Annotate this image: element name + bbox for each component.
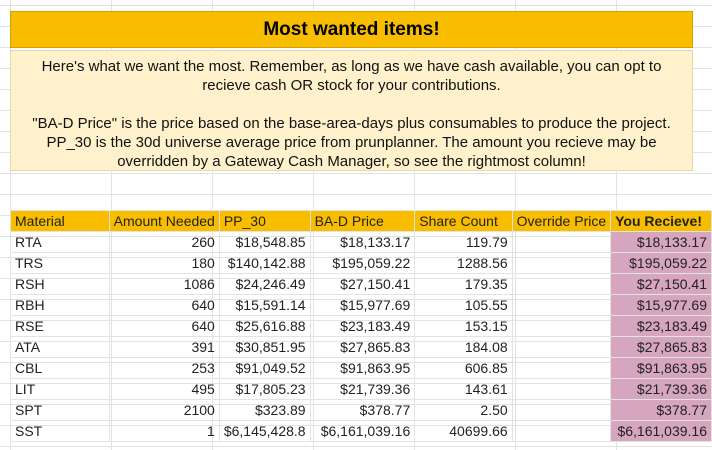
cell-share-count[interactable]: 143.61 [414, 378, 513, 400]
header-cell-share-count[interactable]: Share Count [414, 210, 513, 232]
cell-you-recieve[interactable]: $21,739.36 [610, 378, 712, 400]
intro-cell[interactable]: Here's what we want the most. Remember, … [10, 50, 693, 171]
cell-you-recieve[interactable]: $18,133.17 [610, 231, 712, 253]
cell-amount-needed[interactable]: 1 [108, 420, 220, 442]
cell-material[interactable]: ATA [10, 336, 110, 358]
cell-amount-needed[interactable]: 253 [108, 357, 220, 379]
cell-amount-needed[interactable]: 2100 [108, 399, 220, 421]
cell-material[interactable]: SPT [10, 399, 110, 421]
cell-pp30[interactable]: $6,145,428.8 [218, 420, 311, 442]
title-cell[interactable]: Most wanted items! [10, 11, 693, 48]
cell-material[interactable]: RSE [10, 315, 110, 337]
cell-you-recieve[interactable]: $27,150.41 [610, 273, 712, 295]
cell-material[interactable]: CBL [10, 357, 110, 379]
cell-pp30[interactable]: $24,246.49 [218, 273, 311, 295]
cell-you-recieve[interactable]: $195,059.22 [610, 252, 712, 274]
cell-bad-price[interactable]: $378.77 [309, 399, 416, 421]
table-row: CBL 253 $91,049.52 $91,863.95 606.85 $91,863.… [10, 357, 712, 379]
table-row: RTA 260 $18,548.85 $18,133.17 119.79 $18,133.… [10, 231, 712, 253]
cell-pp30[interactable]: $25,616.88 [218, 315, 311, 337]
cell-override-price[interactable] [511, 273, 612, 295]
cell-amount-needed[interactable]: 640 [108, 315, 220, 337]
cell-amount-needed[interactable]: 640 [108, 294, 220, 316]
header-cell-material[interactable]: Material [10, 210, 110, 232]
cell-override-price[interactable] [511, 357, 612, 379]
cell-share-count[interactable]: 184.08 [414, 336, 513, 358]
cell-pp30[interactable]: $15,591.14 [218, 294, 311, 316]
cell-amount-needed[interactable]: 260 [108, 231, 220, 253]
table-row: RBH 640 $15,591.14 $15,977.69 105.55 $15,977.… [10, 294, 712, 316]
header-cell-amount-needed[interactable]: Amount Needed [108, 210, 220, 232]
cell-pp30[interactable]: $91,049.52 [218, 357, 311, 379]
cell-override-price[interactable] [511, 231, 612, 253]
table-row: RSE 640 $25,616.88 $23,183.49 153.15 $23,183.… [10, 315, 712, 337]
cell-override-price[interactable] [511, 252, 612, 274]
cell-share-count[interactable]: 153.15 [414, 315, 513, 337]
cell-amount-needed[interactable]: 495 [108, 378, 220, 400]
cell-share-count[interactable]: 105.55 [414, 294, 513, 316]
intro-paragraph-2: "BA-D Price" is the price based on the b… [32, 115, 671, 170]
cell-share-count[interactable]: 2.50 [414, 399, 513, 421]
cell-pp30[interactable]: $323.89 [218, 399, 311, 421]
cell-you-recieve[interactable]: $23,183.49 [610, 315, 712, 337]
cell-bad-price[interactable]: $6,161,039.16 [309, 420, 416, 442]
header-cell-override-price[interactable]: Override Price [511, 210, 612, 232]
cell-override-price[interactable] [511, 315, 612, 337]
table-row: TRS 180 $140,142.88 $195,059.22 1288.56 $195,… [10, 252, 712, 274]
header-cell-pp30[interactable]: PP_30 [218, 210, 311, 232]
cell-amount-needed[interactable]: 1086 [108, 273, 220, 295]
cell-amount-needed[interactable]: 180 [108, 252, 220, 274]
cell-share-count[interactable]: 606.85 [414, 357, 513, 379]
cell-bad-price[interactable]: $27,150.41 [309, 273, 416, 295]
cell-share-count[interactable]: 119.79 [414, 231, 513, 253]
cell-bad-price[interactable]: $195,059.22 [309, 252, 416, 274]
cell-amount-needed[interactable]: 391 [108, 336, 220, 358]
cell-override-price[interactable] [511, 378, 612, 400]
cell-bad-price[interactable]: $15,977.69 [309, 294, 416, 316]
cell-pp30[interactable]: $17,805.23 [218, 378, 311, 400]
cell-share-count[interactable]: 40699.66 [414, 420, 513, 442]
cell-bad-price[interactable]: $21,739.36 [309, 378, 416, 400]
cell-bad-price[interactable]: $18,133.17 [309, 231, 416, 253]
cell-material[interactable]: RSH [10, 273, 110, 295]
cell-you-recieve[interactable]: $27,865.83 [610, 336, 712, 358]
table-row: SPT 2100 $323.89 $378.77 2.50 $378.77 [10, 399, 712, 421]
intro-paragraph-1: Here's what we want the most. Remember, … [41, 58, 662, 94]
cell-pp30[interactable]: $30,851.95 [218, 336, 311, 358]
cell-material[interactable]: RTA [10, 231, 110, 253]
cell-you-recieve[interactable]: $378.77 [610, 399, 712, 421]
cell-you-recieve[interactable]: $91,863.95 [610, 357, 712, 379]
cell-material[interactable]: RBH [10, 294, 110, 316]
cell-override-price[interactable] [511, 399, 612, 421]
page-title: Most wanted items! [263, 18, 440, 40]
cell-override-price[interactable] [511, 420, 612, 442]
cell-override-price[interactable] [511, 336, 612, 358]
cell-pp30[interactable]: $140,142.88 [218, 252, 311, 274]
header-cell-you-recieve[interactable]: You Recieve! [610, 210, 712, 232]
cell-pp30[interactable]: $18,548.85 [218, 231, 311, 253]
table-row: LIT 495 $17,805.23 $21,739.36 143.61 $21,739.… [10, 378, 712, 400]
cell-you-recieve[interactable]: $15,977.69 [610, 294, 712, 316]
cell-material[interactable]: SST [10, 420, 110, 442]
cell-bad-price[interactable]: $27,865.83 [309, 336, 416, 358]
table-row: RSH 1086 $24,246.49 $27,150.41 179.35 $27,150… [10, 273, 712, 295]
table-body: RTA 260 $18,548.85 $18,133.17 119.79 $18,133.… [10, 231, 712, 442]
cell-override-price[interactable] [511, 294, 612, 316]
cell-material[interactable]: TRS [10, 252, 110, 274]
cell-you-recieve[interactable]: $6,161,039.16 [610, 420, 712, 442]
cell-bad-price[interactable]: $23,183.49 [309, 315, 416, 337]
header-cell-bad-price[interactable]: BA-D Price [309, 210, 416, 232]
cell-bad-price[interactable]: $91,863.95 [309, 357, 416, 379]
cell-share-count[interactable]: 179.35 [414, 273, 513, 295]
table-row: SST 1 $6,145,428.8 $6,161,039.16 40699.66 $6,… [10, 420, 712, 442]
cell-material[interactable]: LIT [10, 378, 110, 400]
table-row: ATA 391 $30,851.95 $27,865.83 184.08 $27,865.… [10, 336, 712, 358]
cell-share-count[interactable]: 1288.56 [414, 252, 513, 274]
table-header-row: Material Amount Needed PP_30 BA-D Price Shar… [10, 210, 712, 232]
items-table: Material Amount Needed PP_30 BA-D Price Shar… [10, 210, 712, 442]
